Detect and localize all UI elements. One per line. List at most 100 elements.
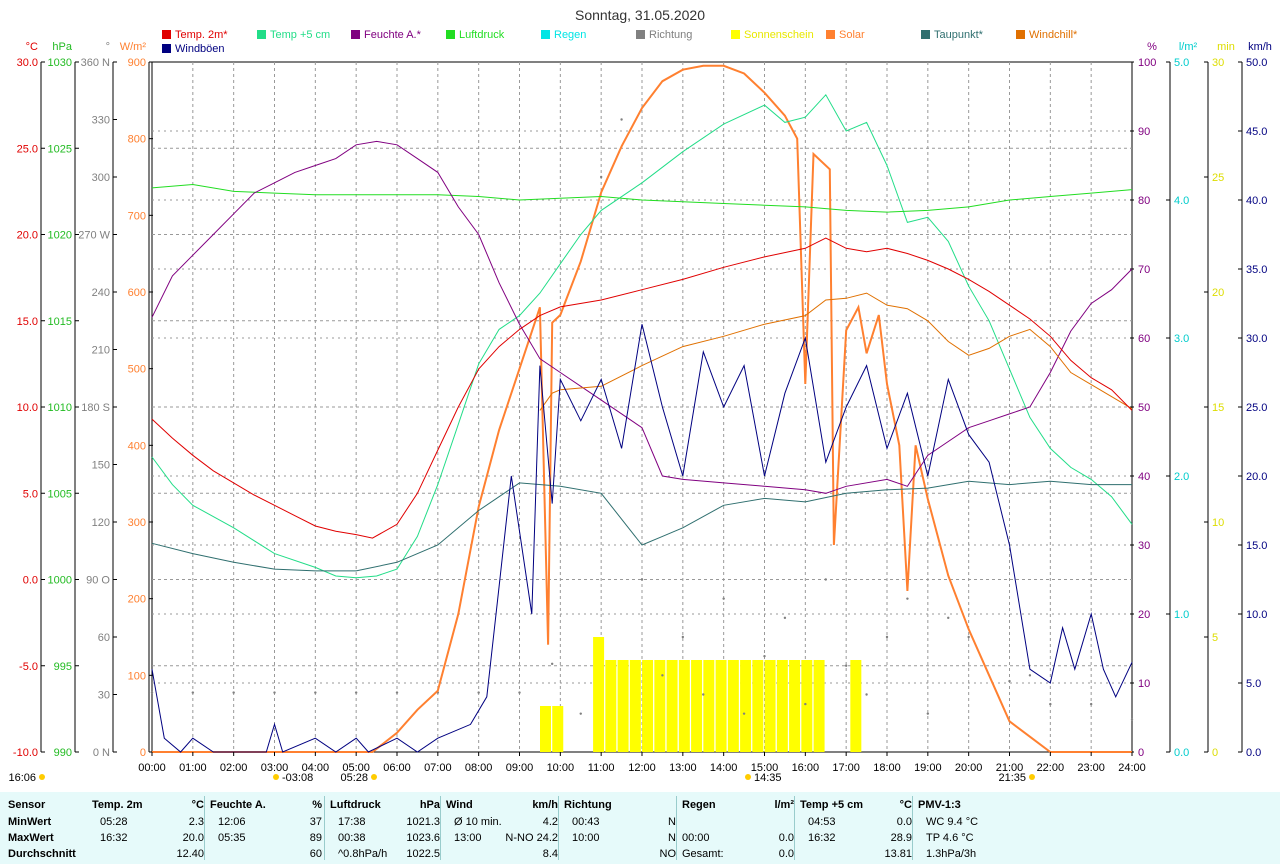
stats-value: 60: [309, 848, 322, 860]
sunshine-bar: [654, 660, 666, 752]
stats-value: 1022.5: [406, 848, 440, 860]
direction-point: [620, 118, 623, 121]
astro-icon: [371, 774, 377, 780]
sunshine-bar: [776, 660, 788, 752]
direction-point: [640, 578, 644, 581]
stats-separator: [204, 796, 205, 860]
y-tick-label: 150: [92, 460, 110, 472]
x-tick-label: 08:00: [465, 762, 493, 774]
x-tick-label: 01:00: [179, 762, 207, 774]
sunshine-bar: [629, 660, 641, 752]
sunshine-bar: [642, 660, 654, 752]
stats-value: 4.2: [542, 816, 558, 828]
x-tick-label: 17:00: [832, 762, 860, 774]
direction-point: [844, 664, 848, 667]
y-tick-label: 5.0: [1174, 57, 1189, 69]
weather-chart: Sonntag, 31.05.2020 Temp. 2m* Temp +5 cm F…: [8, 7, 1271, 784]
stats-unit: °C: [899, 799, 912, 811]
stats-value: N: [668, 816, 676, 828]
stats-time: 16:32: [808, 832, 836, 844]
stats-time: 13:00: [454, 832, 482, 844]
x-tick-label: 23:00: [1077, 762, 1105, 774]
astro-label: 14:35: [754, 772, 782, 784]
legend-label: Windböen: [175, 43, 225, 55]
stats-separator: [794, 796, 795, 860]
chart-title: Sonntag, 31.05.2020: [575, 7, 705, 23]
y-tick-label: 100: [128, 670, 146, 682]
x-tick-label: 19:00: [914, 762, 942, 774]
y-tick-label: -10.0: [13, 747, 38, 759]
legend-swatch: [446, 30, 455, 39]
y-tick-label: 5.0: [1246, 678, 1261, 690]
legend-swatch: [731, 30, 740, 39]
legend-label: Regen: [554, 29, 586, 41]
stats-time: 12:06: [218, 816, 246, 828]
x-tick-label: 13:00: [669, 762, 697, 774]
y-tick-label: 10: [1212, 517, 1224, 529]
y-tick-label: 90: [1138, 126, 1150, 138]
x-tick-label: 03:00: [261, 762, 289, 774]
sunshine-bar: [789, 660, 801, 752]
direction-point: [579, 712, 582, 715]
legend-label: Luftdruck: [459, 29, 505, 41]
direction-point: [763, 654, 766, 658]
direction-point: [865, 693, 868, 696]
y-tick-label: 20.0: [1246, 471, 1267, 483]
direction-point: [150, 691, 154, 694]
stats-separator: [558, 796, 559, 860]
y-tick-label: 270 W: [78, 230, 110, 242]
series-line-feuchte-a-: [151, 140, 1133, 494]
y-tick-label: 40: [1138, 471, 1150, 483]
y-tick-label: 35.0: [1246, 264, 1267, 276]
y-tick-label: 25.0: [1246, 402, 1267, 414]
y-tick-label: 900: [128, 57, 146, 69]
stats-unit: km/h: [532, 799, 558, 811]
legend-label: Temp. 2m*: [175, 29, 228, 41]
legend-swatch: [351, 30, 360, 39]
y-tick-label: 990: [54, 747, 72, 759]
x-tick-label: 24:00: [1118, 762, 1146, 774]
x-axis: 00:00 01:00 02:00 03:00 04:00 05:00 06:00 07:00…: [138, 752, 1146, 774]
legend-swatch: [826, 30, 835, 39]
stats-time: Ø 10 min.: [454, 816, 502, 828]
y-tick-label: 300: [92, 172, 110, 184]
x-tick-label: 22:00: [1037, 762, 1065, 774]
stats-value: 37: [309, 816, 322, 828]
y-tick-label: 30: [98, 690, 110, 702]
sunshine-bar: [593, 637, 605, 752]
y-tick-label: 1010: [48, 402, 72, 414]
legend-label: Solar: [839, 29, 865, 41]
y-tick-label: -5.0: [19, 661, 38, 673]
y-tick-label: 0: [140, 747, 146, 759]
stats-value: 0.0: [778, 832, 794, 844]
stats-table: Sensor MinWert MaxWert Durchschnitt Temp. 2m…: [0, 792, 1280, 864]
stats-time: 05:28: [100, 816, 128, 828]
x-tick-label: 05:00: [342, 762, 370, 774]
stats-header: Wind: [446, 799, 473, 811]
stats-value: NO: [659, 848, 677, 860]
y-tick-label: 10.0: [17, 402, 38, 414]
x-tick-label: 09:00: [506, 762, 534, 774]
direction-point: [947, 616, 950, 620]
axis-unit: W/m²: [120, 41, 147, 53]
stats-separator: [324, 796, 325, 860]
y-tick-label: 0 N: [93, 747, 110, 759]
direction-point: [395, 691, 399, 694]
x-tick-label: 16:00: [792, 762, 820, 774]
astro-label: -03:08: [282, 772, 313, 784]
direction-point: [926, 712, 930, 715]
axis-unit: °C: [26, 41, 38, 53]
y-tick-label: 30: [1212, 57, 1224, 69]
direction-point: [599, 175, 603, 179]
sunshine-bar: [850, 660, 862, 752]
y-tick-label: 0: [1138, 747, 1144, 759]
x-tick-label: 11:00: [588, 762, 615, 774]
y-tick-label: 360 N: [81, 57, 110, 69]
legend-label: Feuchte A.*: [364, 29, 422, 41]
y-tick-label: 2.0: [1174, 471, 1189, 483]
y-tick-label: 400: [128, 440, 146, 452]
stats-time: 17:38: [338, 816, 366, 828]
direction-point: [661, 674, 664, 677]
legend-label: Richtung: [649, 29, 692, 41]
stats-row-label: MinWert: [8, 816, 52, 828]
